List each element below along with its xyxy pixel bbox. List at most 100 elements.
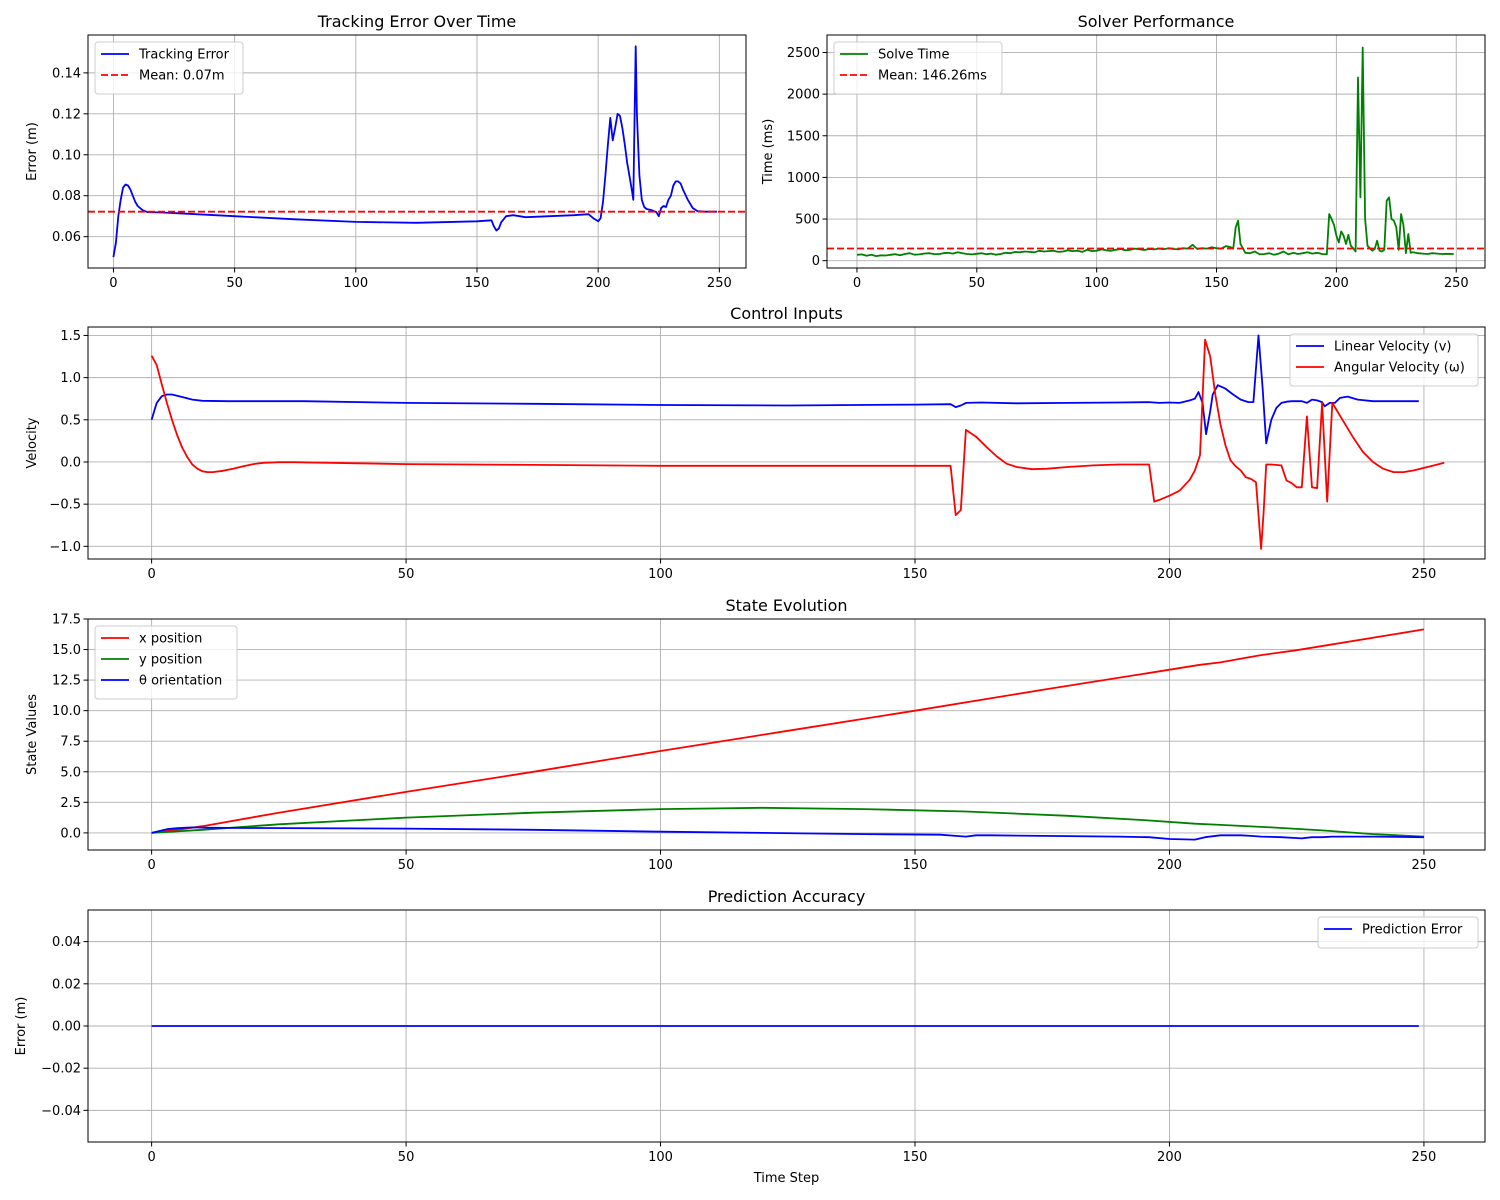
y-tick-label: 0.5: [60, 413, 81, 428]
legend-label: Mean: 0.07m: [139, 69, 225, 84]
x-tick-label: 100: [648, 567, 673, 582]
x-tick-label: 150: [903, 858, 928, 873]
x-tick-label: 200: [1157, 1150, 1182, 1165]
legend-box: [1317, 916, 1479, 949]
orientation-line: [151, 826, 1424, 841]
control-ylabel: Velocity: [25, 417, 40, 468]
legend-label: Angular Velocity (ω): [1334, 361, 1465, 376]
x-tick-label: 50: [398, 858, 415, 873]
state-title: State Evolution: [725, 596, 847, 615]
x-tick-label: 250: [707, 276, 732, 291]
solver-title: Solver Performance: [1078, 12, 1235, 31]
state-ylabel: State Values: [25, 694, 40, 775]
tracking-title: Tracking Error Over Time: [317, 12, 517, 31]
x-tick-label: 0: [147, 1150, 155, 1165]
tracking-axes-frame: [87, 34, 747, 269]
y-tick-label: −1.0: [49, 540, 81, 555]
tracking-plot-area: [88, 45, 746, 258]
y-tick-label: 500: [795, 213, 820, 228]
x-tick-label: 100: [1084, 276, 1109, 291]
y-position-line: [151, 806, 1424, 838]
prediction-legend: Prediction Error: [1317, 916, 1479, 949]
control-plot-area: [150, 334, 1445, 550]
linear-velocity-v-line: [150, 334, 1419, 445]
y-tick-label: 1.0: [60, 371, 81, 386]
y-tick-label: 0.00: [52, 1020, 81, 1035]
legend-box: [1289, 333, 1479, 387]
x-tick-label: 200: [1157, 567, 1182, 582]
x-tick-label: 250: [1412, 567, 1437, 582]
state-axes-frame: [87, 618, 1486, 851]
legend-label: Mean: 146.26ms: [878, 69, 987, 84]
solver-ylabel: Time (ms): [761, 119, 776, 186]
x-tick-label: 50: [398, 567, 415, 582]
y-tick-label: 0.0: [60, 826, 81, 841]
x-tick-label: 150: [1204, 276, 1229, 291]
x-tick-label: 50: [226, 276, 243, 291]
x-position-line: [151, 628, 1425, 834]
y-tick-label: 17.5: [52, 613, 81, 628]
control-title: Control Inputs: [730, 304, 843, 323]
prediction-chart: 0 50 100 150 200 250 −0.04 −0.02 0.00 0.02 0.04 Pre…: [14, 887, 1486, 1186]
control-gridlines: [88, 327, 1485, 559]
y-tick-label: 0: [812, 254, 820, 269]
control-legend: Linear Velocity (v) Angular Velocity (ω): [1289, 333, 1479, 387]
state-chart: 0 50 100 150 200 250 0.0 2.5 5.0 7.5 10.0 12.5 15.0 1…: [25, 596, 1486, 873]
y-tick-label: −0.04: [41, 1104, 81, 1119]
x-tick-label: 150: [465, 276, 490, 291]
y-tick-label: 0.12: [52, 107, 81, 122]
x-tick-label: 250: [1444, 276, 1469, 291]
y-tick-label: −0.5: [49, 498, 81, 513]
y-tick-label: 2.5: [60, 796, 81, 811]
y-tick-label: 2500: [787, 46, 820, 61]
x-tick-label: 50: [969, 276, 986, 291]
x-tick-label: 0: [147, 858, 155, 873]
y-tick-label: 0.14: [52, 66, 81, 81]
legend-label: Linear Velocity (v): [1334, 340, 1452, 355]
legend-label: Solve Time: [878, 48, 949, 63]
state-legend: x position y position θ orientation: [94, 625, 238, 700]
x-tick-label: 100: [648, 1150, 673, 1165]
x-tick-label: 100: [648, 858, 673, 873]
y-tick-label: 7.5: [60, 735, 81, 750]
y-tick-label: 5.0: [60, 765, 81, 780]
prediction-xlabel: Time Step: [753, 1171, 820, 1186]
legend-label: θ orientation: [139, 674, 222, 689]
y-tick-label: 1500: [787, 129, 820, 144]
tracking-ylabel: Error (m): [25, 122, 40, 181]
legend-label: Tracking Error: [138, 48, 230, 63]
y-tick-label: 1.5: [60, 329, 81, 344]
state-plot-area: [151, 628, 1425, 841]
y-tick-label: 0.02: [52, 977, 81, 992]
x-tick-label: 0: [853, 276, 861, 291]
legend-label: Prediction Error: [1362, 923, 1463, 938]
y-tick-label: −0.02: [41, 1062, 81, 1077]
legend-box: [833, 41, 1003, 95]
prediction-title: Prediction Accuracy: [708, 887, 866, 906]
y-tick-label: 0.04: [52, 935, 81, 950]
legend-box: [94, 625, 238, 700]
x-tick-label: 250: [1412, 858, 1437, 873]
control-axes-frame: [87, 326, 1486, 560]
y-tick-label: 0.06: [52, 230, 81, 245]
x-tick-label: 0: [109, 276, 117, 291]
tracking-chart: 0 50 100 150 200 250 0.06 0.08 0.10 0.12 0.14 Track…: [25, 12, 747, 291]
y-tick-label: 0.0: [60, 455, 81, 470]
y-tick-label: 1000: [787, 171, 820, 186]
legend-label: y position: [139, 653, 202, 668]
y-tick-label: 0.08: [52, 189, 81, 204]
solver-chart: 0 50 100 150 200 25005001000150020002500Solve…: [761, 12, 1486, 291]
prediction-ylabel: Error (m): [14, 997, 29, 1056]
tracking-legend: Tracking Error Mean: 0.07m: [94, 41, 244, 95]
solver-plot-area: [827, 46, 1485, 257]
x-tick-label: 100: [343, 276, 368, 291]
solver-axes-frame: [826, 34, 1486, 269]
tracking-error-line: [112, 45, 717, 258]
solver-legend: Solve Time Mean: 146.26ms: [833, 41, 1003, 95]
y-tick-label: 0.10: [52, 148, 81, 163]
x-tick-label: 200: [1324, 276, 1349, 291]
y-tick-label: 12.5: [52, 674, 81, 689]
x-tick-label: 150: [903, 1150, 928, 1165]
x-tick-label: 150: [903, 567, 928, 582]
